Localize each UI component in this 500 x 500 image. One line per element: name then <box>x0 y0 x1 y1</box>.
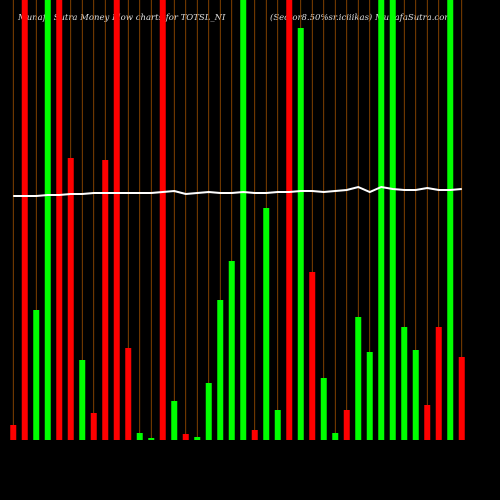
bar <box>171 401 178 440</box>
bar <box>263 208 270 440</box>
bar <box>228 261 235 440</box>
bar <box>125 348 132 440</box>
bar <box>79 360 86 440</box>
bar <box>136 433 143 440</box>
bar <box>251 430 258 440</box>
bar <box>217 300 224 440</box>
bar <box>447 0 454 440</box>
bar <box>366 352 373 440</box>
bar <box>286 0 293 440</box>
bar <box>194 437 201 440</box>
bar <box>355 317 362 440</box>
bar <box>320 378 327 440</box>
bar <box>389 0 396 440</box>
bar <box>435 327 442 440</box>
bar <box>148 438 155 440</box>
bar <box>274 410 281 440</box>
bar <box>159 0 166 440</box>
bar <box>240 0 247 440</box>
bar <box>21 0 28 440</box>
bar <box>297 28 304 440</box>
bar <box>113 0 120 440</box>
bar <box>182 434 189 440</box>
bar <box>424 405 431 440</box>
bar <box>44 0 51 440</box>
money-flow-line <box>13 185 462 197</box>
bar <box>401 327 408 440</box>
bar <box>309 272 316 440</box>
bar <box>412 350 419 440</box>
chart-title: Munafa Sutra Money Flow charts for TOTSL… <box>17 13 226 23</box>
bar <box>458 357 465 440</box>
bar <box>332 433 339 440</box>
bar <box>90 413 97 440</box>
bar <box>205 383 212 440</box>
plot-area <box>10 0 465 440</box>
bar <box>33 310 40 440</box>
chart-subtitle: (Sector8.50%sr.iciiikas) MunafaSutra.com <box>270 12 452 23</box>
bar <box>378 0 385 440</box>
bar <box>102 160 109 440</box>
bar <box>67 158 74 440</box>
bar <box>343 410 350 440</box>
bar <box>56 0 63 440</box>
bar <box>10 425 17 440</box>
